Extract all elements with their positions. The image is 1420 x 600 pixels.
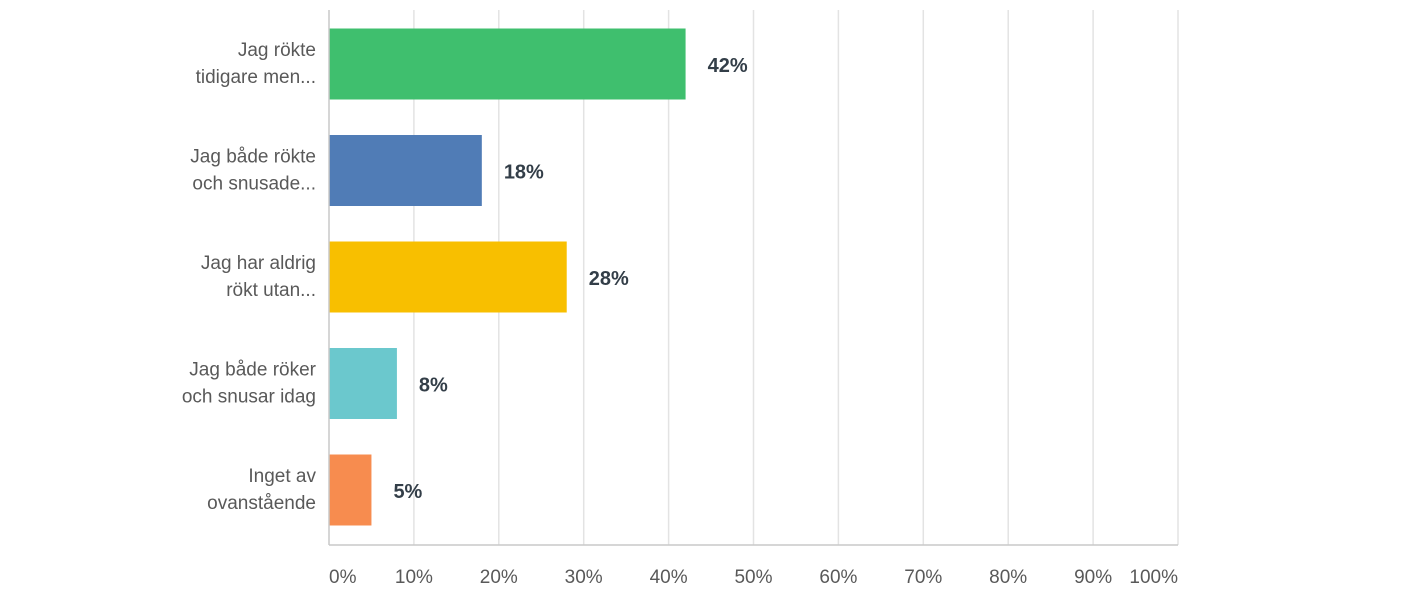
x-tick-label: 100%	[1129, 567, 1178, 588]
bar	[329, 348, 397, 419]
data-label: 28%	[589, 268, 629, 290]
data-label: 18%	[504, 162, 544, 184]
x-tick-labels: 0% 10% 20% 30% 40% 50% 60% 70% 80% 90% 100%	[329, 567, 1178, 588]
data-label: 5%	[393, 481, 422, 503]
category-labels: Jag rökte tidigare men... Jag både rökte oc…	[182, 40, 317, 514]
x-tick-label: 90%	[1074, 567, 1112, 588]
data-label: 42%	[708, 55, 748, 77]
category-label: Jag rökte tidigare men...	[196, 40, 316, 88]
x-tick-label: 50%	[734, 567, 772, 588]
bars	[329, 28, 686, 526]
category-label: Jag både röker och snusar idag	[182, 360, 317, 408]
bar	[329, 454, 372, 526]
x-tick-label: 10%	[395, 567, 433, 588]
data-label: 8%	[419, 375, 448, 397]
bar	[329, 241, 567, 313]
category-label: Inget av ovanstående	[207, 466, 316, 514]
x-tick-label: 30%	[565, 567, 603, 588]
x-tick-label: 40%	[650, 567, 688, 588]
bar	[329, 135, 482, 206]
bar	[329, 28, 686, 100]
x-tick-label: 20%	[480, 567, 518, 588]
data-labels: 42% 18% 28% 8% 5%	[393, 55, 747, 503]
x-tick-label: 60%	[819, 567, 857, 588]
category-label: Jag har aldrig rökt utan...	[201, 253, 316, 301]
x-tick-label: 80%	[989, 567, 1027, 588]
category-label: Jag både rökte och snusade...	[190, 147, 316, 195]
x-tick-label: 70%	[904, 567, 942, 588]
x-tick-label: 0%	[329, 567, 357, 588]
